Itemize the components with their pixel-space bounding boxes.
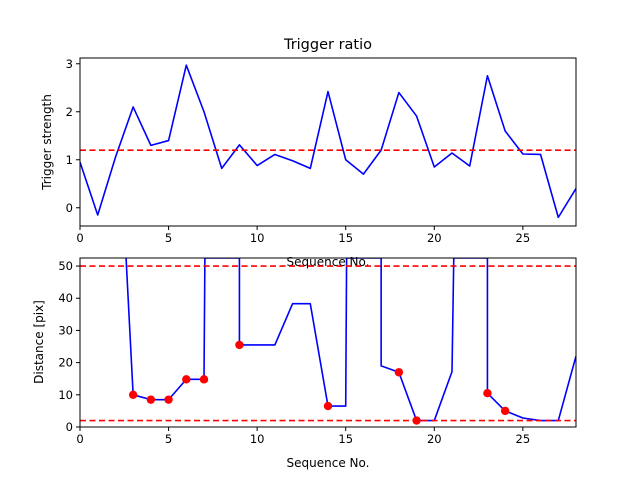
top-panel: 0 5 10 15 20 25 0 1 2 3 Trigger ratio Sequence N… <box>40 37 577 269</box>
y-tick-label: 2 <box>66 105 73 119</box>
y-tick-label: 40 <box>58 291 73 305</box>
y-tick-label: 0 <box>66 201 73 215</box>
y-tick-label: 20 <box>58 356 73 370</box>
y-tick-label: 10 <box>58 388 73 402</box>
distance-marker <box>483 389 492 398</box>
x-tick-label: 5 <box>165 231 172 245</box>
bottom-y-ticks: 0 10 20 30 40 50 <box>58 259 80 434</box>
distance-marker <box>199 375 209 384</box>
y-tick-label: 30 <box>58 323 73 337</box>
x-tick-label: 5 <box>165 432 172 446</box>
top-x-axis-label: Sequence No. <box>287 255 370 269</box>
y-tick-label: 3 <box>66 57 73 71</box>
bottom-x-axis-label: Sequence No. <box>287 456 370 470</box>
distance-marker <box>235 340 244 350</box>
x-tick-label: 25 <box>516 432 531 446</box>
bottom-axes-frame <box>79 257 577 428</box>
distance-marker <box>128 390 138 400</box>
bottom-y-axis-label: Distance [pix] <box>32 300 46 384</box>
x-tick-label: 20 <box>427 231 442 245</box>
top-title: Trigger ratio <box>283 37 372 53</box>
distance-threshold-lines <box>80 265 576 422</box>
distance-line <box>125 258 576 422</box>
x-tick-label: 0 <box>76 231 83 245</box>
x-tick-label: 25 <box>516 231 531 245</box>
x-tick-label: 20 <box>427 432 442 446</box>
distance-marker <box>394 368 404 377</box>
distance-marker <box>164 395 173 404</box>
y-tick-label: 50 <box>58 259 73 273</box>
trigger-strength-line <box>80 64 576 219</box>
distance-marker <box>412 416 421 425</box>
x-tick-label: 10 <box>250 432 265 446</box>
distance-marker <box>323 401 333 411</box>
bottom-panel: 0 5 10 15 20 25 0 10 20 30 40 50 Sequence No. Dist… <box>32 257 577 470</box>
distance-markers <box>128 340 510 425</box>
distance-marker <box>146 395 156 404</box>
y-tick-label: 1 <box>66 153 73 167</box>
top-axes-frame <box>79 57 577 227</box>
x-tick-label: 15 <box>338 432 353 446</box>
top-y-ticks: 0 1 2 3 <box>66 57 80 215</box>
x-tick-label: 0 <box>76 432 83 446</box>
x-tick-label: 15 <box>338 231 353 245</box>
bottom-x-ticks: 0 5 10 15 20 25 <box>76 427 530 446</box>
x-tick-label: 10 <box>250 231 265 245</box>
top-x-ticks: 0 5 10 15 20 25 <box>76 226 530 245</box>
top-y-axis-label: Trigger strength <box>40 94 54 191</box>
trigger-strength-series <box>80 64 576 219</box>
distance-series <box>125 258 576 422</box>
distance-marker <box>182 375 191 384</box>
y-tick-label: 0 <box>66 420 73 434</box>
distance-marker <box>500 406 510 416</box>
